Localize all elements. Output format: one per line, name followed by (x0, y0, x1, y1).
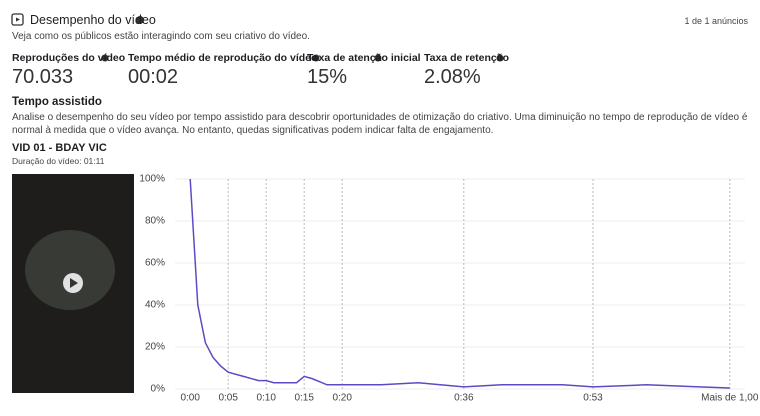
ad-count: 1 de 1 anúncios (684, 16, 748, 26)
x-tick-label: 0:00 (180, 393, 200, 404)
x-tick-label: 0:15 (294, 393, 314, 404)
x-tick-label: Mais de 1,00 (701, 393, 759, 404)
metric-label: Tempo médio de reprodução do vídeo (128, 52, 318, 64)
title: Desempenho do vídeo (30, 13, 156, 27)
video-icon-play (16, 17, 20, 22)
subtitle: Veja como os públicos estão interagindo … (12, 31, 310, 42)
y-tick-label: 0% (151, 384, 166, 395)
section-title: Tempo assistido (12, 96, 102, 108)
x-tick-label: 0:20 (332, 393, 352, 404)
y-tick-label: 40% (145, 300, 165, 311)
metric-label: Taxa de atenção inicial (307, 52, 421, 64)
info-icon[interactable] (101, 54, 109, 62)
y-tick-label: 80% (145, 216, 165, 227)
metric-label: Reproduções do vídeo (12, 52, 126, 64)
metric-value: 00:02 (128, 66, 179, 88)
y-tick-label: 60% (145, 258, 165, 269)
info-icon[interactable] (496, 54, 504, 62)
play-button-icon (70, 278, 78, 288)
x-tick-label: 0:53 (583, 393, 603, 404)
metric-value: 2.08% (424, 66, 481, 88)
y-tick-label: 20% (145, 342, 165, 353)
video-icon (11, 13, 24, 26)
x-tick-label: 0:10 (256, 393, 276, 404)
section-description: Analise o desempenho do seu vídeo por te… (12, 112, 748, 136)
metric-value: 70.033 (12, 66, 74, 88)
retention-line (189, 178, 730, 389)
x-tick-label: 0:05 (218, 393, 238, 404)
metric-label: Taxa de retenção (424, 52, 510, 64)
metric-value: 15% (307, 66, 348, 88)
video-name: VID 01 - BDAY VIC (12, 142, 107, 154)
y-tick-label: 100% (139, 174, 165, 185)
video-duration: Duração do vídeo: 01:11 (12, 156, 105, 166)
thumbnail-glow (25, 230, 115, 310)
info-icon[interactable] (312, 54, 320, 62)
x-tick-label: 0:36 (454, 393, 474, 404)
info-icon[interactable] (374, 54, 382, 62)
info-icon[interactable] (136, 16, 144, 24)
